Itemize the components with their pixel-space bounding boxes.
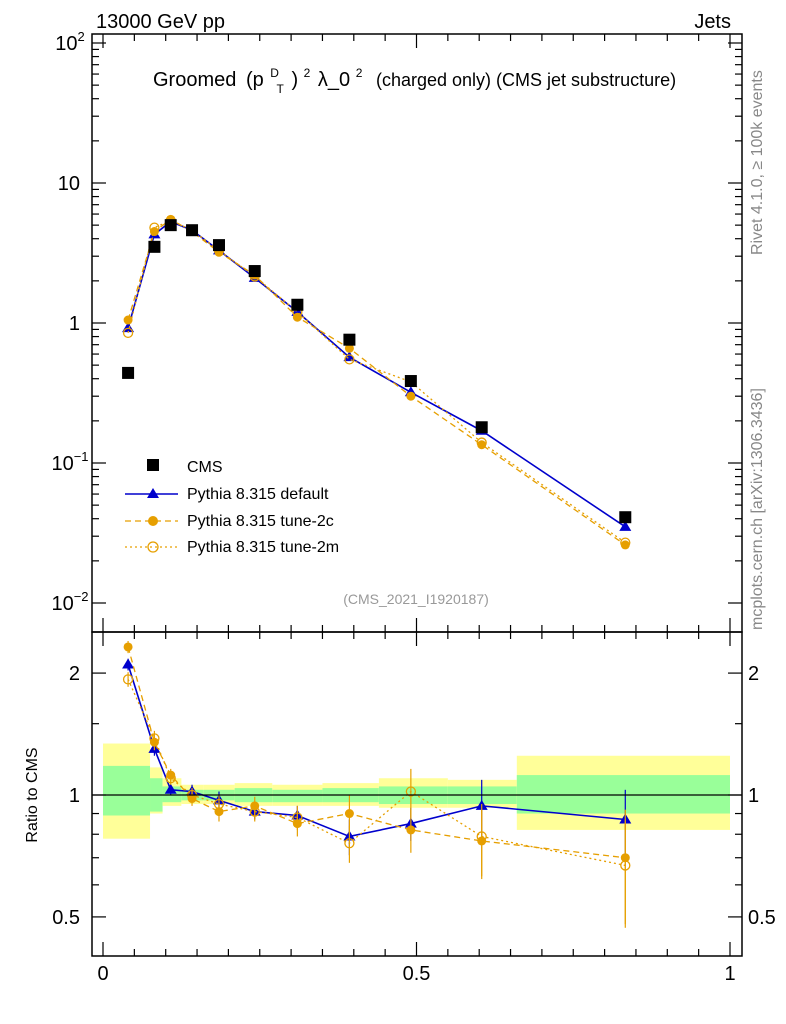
rivet-label: Rivet 4.1.0, ≥ 100k events [749,70,766,255]
ratio-tune2c-point-0 [123,642,133,652]
ratio-ytick-label-left-0: 2 [69,663,80,685]
ratio-tune2m-point-4 [213,798,225,810]
ratio-tune2m-point-8 [405,786,417,797]
ratio-default-point-0 [122,658,135,669]
title-rest: (charged only) (CMS jet substructure) [376,70,676,90]
axis-ticks: 102 10 1 10−1 10−2 0 0.5 1 2 2 1 1 0.5 0.5 [51,29,775,985]
legend-cms-marker [147,459,159,471]
title-sup-d: D [270,66,279,80]
main-cms-point-1 [148,240,161,253]
main-cms-point-9 [475,421,488,434]
ratio-tune2m-point-0 [122,674,134,685]
main-default-point-10 [619,520,632,531]
title-main: Groomed [153,69,236,91]
main-cms-point-0 [122,366,135,379]
ratio-tune2c-point-7 [344,809,354,819]
title-paren-open: ( [246,69,253,91]
main-ytick-label-0: 102 [55,29,84,55]
legend-tune2c-label: Pythia 8.315 tune-2c [187,513,334,530]
main-tune2c-point-0 [123,315,133,325]
ratio-uncertainty-bands [103,743,730,839]
main-ytick-label-2: 1 [69,313,80,335]
main-ytick-label-4: 10−2 [51,589,88,615]
band-inner-0 [103,765,151,816]
main-tune2m-point-10 [620,537,631,548]
ratio-ylabel: Ratio to CMS [24,747,41,842]
ratio-tune2m-point-2 [165,773,176,784]
main-cms-point-4 [212,239,225,252]
analysis-tag: (CMS_2021_I1920187) [343,591,489,607]
main-cms-point-6 [291,298,304,311]
main-default-point-6 [291,305,304,316]
ratio-tune2m-point-9 [476,831,487,842]
ratio-tune2m-point-7 [344,838,355,849]
band-inner-6 [272,789,323,803]
main-tune2c-point-7 [344,343,354,353]
main-tune2m-point-0 [122,327,134,339]
ratio-tune2c-point-8 [406,825,416,835]
title-paren-close: ) [291,69,298,91]
legend-tune2m-label: Pythia 8.315 tune-2m [187,539,339,556]
main-default-line [127,220,626,528]
header-left: 13000 GeV pp [96,11,225,33]
main-tune2m-point-9 [476,437,487,448]
ratio-tune2m-point-6 [292,812,303,823]
title-p: p [253,69,264,91]
header-right: Jets [694,11,731,33]
title-lambda: λ_0 [318,69,350,91]
main-tune2c-point-8 [406,391,416,401]
band-inner-10 [516,775,730,814]
ratio-tune2m-point-1 [149,733,160,744]
ratio-ytick-label-right-1: 1 [748,785,759,807]
legend: CMS Pythia 8.315 default Pythia 8.315 tu… [125,459,339,556]
main-ytick-label-1: 10 [58,173,80,195]
chart-title: Groomed (p D T ) 2 λ_0 2 (charged only) … [153,60,676,98]
ratio-ytick-label-right-0: 2 [748,663,759,685]
ratio-xtick-label-1: 0.5 [403,963,431,985]
main-tune2m-point-7 [344,354,355,365]
main-cms-point-8 [404,375,417,388]
ratio-tune2m-point-10 [620,860,631,871]
title-sub-t: T [277,82,285,96]
main-cms-point-3 [186,224,199,237]
ratio-ytick-label-right-2: 0.5 [748,907,776,929]
ratio-ytick-label-left-1: 1 [69,785,80,807]
legend-default-marker [147,488,159,498]
title-sup-2a: 2 [304,66,311,80]
main-default-point-7 [343,351,356,362]
ratio-tune2m-point-5 [249,806,260,817]
mcplots-label: mcplots.cern.ch [arXiv:1306.3436] [749,388,766,630]
legend-tune2c-marker [148,516,158,526]
main-cms-point-5 [248,265,261,278]
ratio-default-point-2 [164,783,177,794]
main-ytick-label-3: 10−1 [51,449,88,475]
legend-cms-label: CMS [187,459,223,476]
chart-marks [122,214,632,928]
title-sup-2b: 2 [356,66,363,80]
legend-tune2m-marker [147,541,159,553]
ratio-xtick-label-2: 1 [724,963,735,985]
main-cms-point-10 [619,511,632,524]
main-cms-point-2 [164,219,177,232]
main-tune2m-point-1 [149,222,160,233]
main-tune2c-point-6 [292,312,302,322]
main-cms-point-7 [343,333,356,346]
ratio-xtick-label-0: 0 [97,963,108,985]
legend-default-label: Pythia 8.315 default [187,486,329,503]
ratio-ytick-label-left-2: 0.5 [52,907,80,929]
